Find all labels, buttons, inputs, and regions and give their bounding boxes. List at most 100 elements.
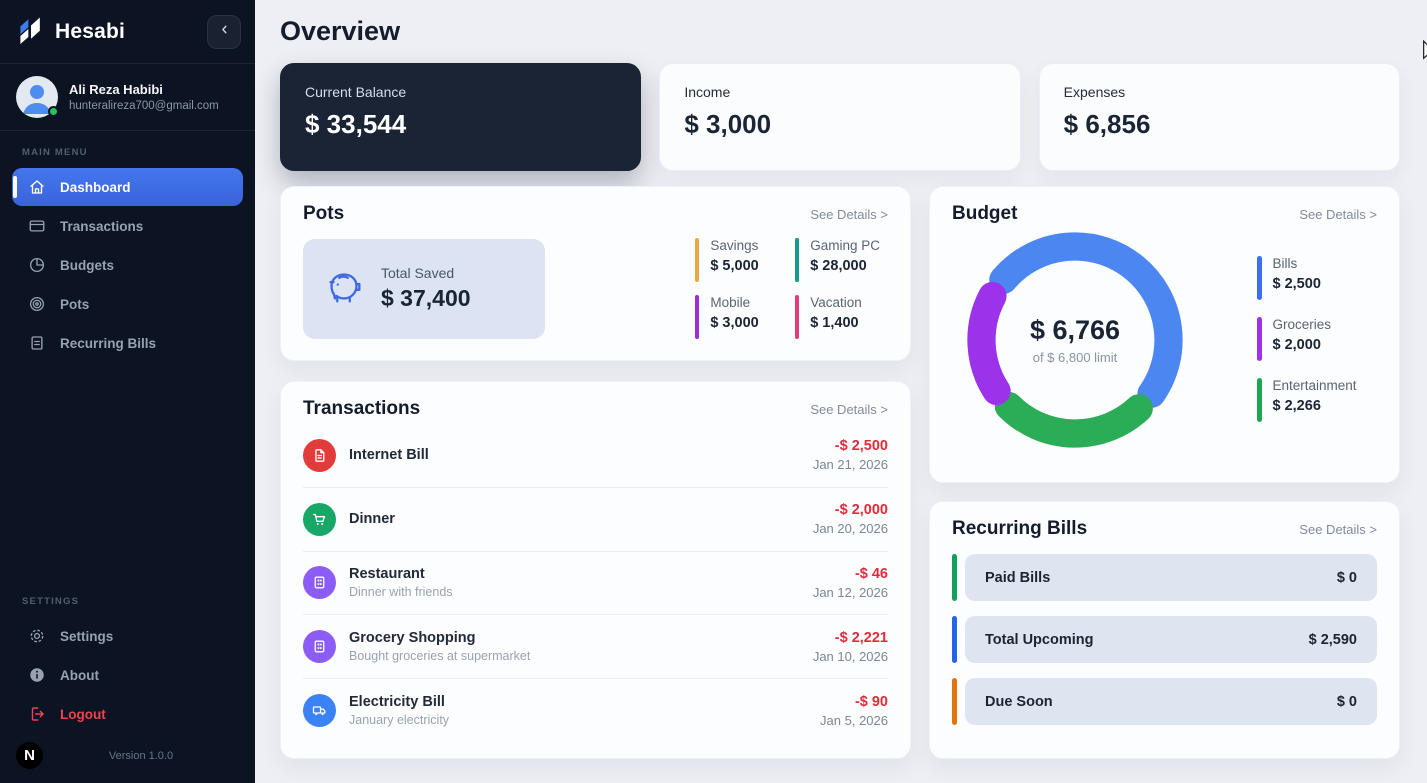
transaction-date: Jan 10, 2026	[812, 648, 888, 664]
budget-see-details-link[interactable]: See Details >	[1299, 206, 1377, 222]
transaction-amount: -$ 2,000	[834, 502, 888, 519]
total-saved-label: Total Saved	[381, 265, 455, 281]
legend-label: Entertainment	[1272, 378, 1357, 393]
sidebar-item-pots[interactable]: Pots	[12, 285, 243, 323]
pots-legend: Savings $ 5,000 Gaming PC $ 28,000 Mobile $…	[694, 238, 888, 339]
legend-value: $ 2,266	[1272, 398, 1321, 414]
transaction-row[interactable]: Grocery Shopping Bought groceries at supe…	[303, 615, 888, 680]
transaction-row[interactable]: Dinner -$ 2,000 Jan 20, 2026	[303, 488, 888, 552]
mouse-cursor	[1422, 39, 1427, 69]
pots-see-details-link[interactable]: See Details >	[810, 206, 888, 222]
legend-color-bar	[794, 295, 800, 339]
transaction-subtitle: Dinner with friends	[349, 585, 453, 600]
nextjs-dev-badge[interactable]: N	[16, 742, 43, 769]
legend-label: Gaming PC	[810, 238, 880, 253]
summary-value: $ 6,856	[1063, 109, 1151, 139]
expenses-card: Expenses $ 6,856	[1038, 63, 1400, 171]
budget-card: Budget See Details > $ 6,766	[929, 186, 1400, 483]
pot-legend-item: Vacation $ 1,400	[794, 295, 880, 339]
sidebar-item-settings[interactable]: Settings	[12, 617, 243, 655]
file-text-icon	[303, 438, 336, 472]
legend-value: $ 1,400	[810, 315, 859, 331]
gear-icon	[27, 627, 46, 646]
bill-color-bar	[952, 616, 957, 663]
recurring-bill-row[interactable]: Paid Bills $ 0	[952, 554, 1377, 601]
pot-legend-item: Savings $ 5,000	[694, 238, 759, 282]
summary-cards: Current Balance $ 33,544 Income $ 3,000 …	[280, 63, 1400, 171]
main-nav: Dashboard Transactions Budgets Pots	[0, 167, 255, 363]
sidebar-item-recurring-bills[interactable]: Recurring Bills	[12, 324, 243, 362]
settings-nav: Settings About Logout	[0, 616, 255, 734]
legend-label: Vacation	[810, 295, 862, 310]
legend-value: $ 28,000	[810, 258, 867, 274]
sidebar: Hesabi Ali Reza Habibi hunt	[0, 0, 255, 783]
sidebar-item-label: Budgets	[60, 257, 114, 273]
transaction-amount: -$ 2,500	[834, 438, 888, 455]
transaction-row[interactable]: Restaurant Dinner with friends -$ 46 Jan 1…	[303, 552, 888, 616]
current-balance-card: Current Balance $ 33,544	[280, 63, 642, 171]
summary-value: $ 3,000	[684, 109, 772, 139]
transactions-see-details-link[interactable]: See Details >	[810, 401, 888, 417]
profile-name: Ali Reza Habibi	[69, 82, 163, 97]
sidebar-item-label: Recurring Bills	[60, 335, 157, 351]
budget-limit-caption: of $ 6,800 limit	[1032, 350, 1118, 365]
app-title: Hesabi	[55, 19, 126, 43]
legend-value: $ 2,000	[1272, 337, 1321, 353]
budget-donut-chart: $ 6,766 of $ 6,800 limit	[962, 227, 1188, 453]
cart-icon	[303, 502, 336, 536]
transactions-card: Transactions See Details > Internet Bill…	[280, 381, 911, 759]
transaction-row[interactable]: Internet Bill -$ 2,500 Jan 21, 2026	[303, 424, 888, 488]
sidebar-item-logout[interactable]: Logout	[12, 695, 243, 733]
bill-color-bar	[952, 554, 957, 601]
budget-legend-item: Entertainment $ 2,266	[1257, 378, 1367, 422]
transaction-row[interactable]: Electricity Bill January electricity -$ 9…	[303, 679, 888, 742]
sidebar-item-label: Logout	[60, 706, 106, 722]
sidebar-item-label: About	[60, 667, 99, 683]
sidebar-collapse-button[interactable]	[207, 14, 241, 49]
transaction-date: Jan 12, 2026	[812, 584, 888, 600]
sidebar-item-about[interactable]: About	[12, 656, 243, 694]
recurring-bill-row[interactable]: Due Soon $ 0	[952, 678, 1377, 725]
transaction-subtitle: January electricity	[349, 713, 450, 728]
page-title: Overview	[280, 16, 401, 46]
transaction-title: Internet Bill	[349, 447, 429, 464]
legend-color-bar	[1257, 317, 1262, 361]
legend-value: $ 5,000	[710, 258, 759, 274]
legend-color-bar	[694, 295, 700, 339]
legend-color-bar	[694, 238, 700, 282]
pot-legend-item: Mobile $ 3,000	[694, 295, 759, 339]
sidebar-item-budgets[interactable]: Budgets	[12, 246, 243, 284]
pot-legend-item: Gaming PC $ 28,000	[794, 238, 880, 282]
legend-color-bar	[1257, 378, 1262, 422]
pots-title: Pots	[303, 203, 345, 224]
recurring-bills-see-details-link[interactable]: See Details >	[1299, 521, 1377, 537]
chevron-left-icon	[218, 23, 231, 41]
transaction-title: Electricity Bill	[349, 694, 445, 711]
active-indicator	[13, 176, 17, 198]
legend-value: $ 3,000	[710, 315, 759, 331]
version-label: Version 1.0.0	[108, 749, 174, 762]
legend-label: Mobile	[710, 295, 751, 310]
transactions-title: Transactions	[303, 398, 421, 419]
piggy-bank-icon	[321, 263, 367, 314]
summary-label: Income	[684, 84, 731, 100]
total-saved-value: $ 37,400	[381, 285, 471, 311]
transaction-subtitle: Bought groceries at supermarket	[349, 649, 531, 664]
budget-legend: Bills $ 2,500 Groceries $ 2,000 Entertainm…	[1257, 256, 1367, 422]
recurring-bill-row[interactable]: Total Upcoming $ 2,590	[952, 616, 1377, 663]
total-saved-box: Total Saved $ 37,400	[303, 238, 545, 339]
main-content: Overview Current Balance $ 33,544 Income…	[255, 0, 1427, 783]
pots-card: Pots See Details >	[280, 186, 911, 361]
budget-title: Budget	[952, 203, 1018, 224]
sidebar-item-label: Pots	[60, 296, 90, 312]
app-logo: Hesabi	[16, 14, 125, 49]
info-icon	[27, 666, 46, 685]
summary-label: Expenses	[1063, 84, 1126, 100]
sidebar-item-transactions[interactable]: Transactions	[12, 207, 243, 245]
sidebar-footer: N Version 1.0.0	[0, 734, 255, 783]
sidebar-item-dashboard[interactable]: Dashboard	[12, 168, 243, 206]
transaction-amount: -$ 2,221	[834, 629, 888, 646]
legend-color-bar	[794, 238, 800, 282]
transaction-title: Grocery Shopping	[349, 630, 476, 647]
